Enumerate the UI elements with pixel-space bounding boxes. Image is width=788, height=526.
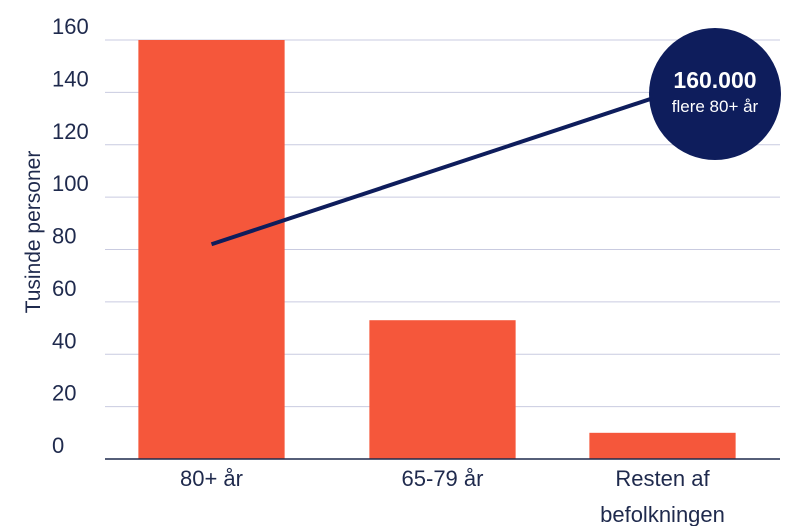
x-tick-labels: 80+ år 65-79 år Resten af befolkningen bbox=[180, 466, 725, 526]
y-tick-label: 40 bbox=[52, 328, 76, 353]
bars bbox=[138, 40, 736, 459]
y-tick-label: 0 bbox=[52, 433, 64, 458]
y-tick-label: 100 bbox=[52, 171, 89, 196]
y-axis-label: Tusinde personer bbox=[22, 151, 45, 314]
callout-value: 160.000 bbox=[673, 67, 756, 93]
y-tick-label: 140 bbox=[52, 66, 89, 91]
y-tick-label: 80 bbox=[52, 224, 76, 249]
bar bbox=[138, 40, 285, 459]
x-tick-label: befolkningen bbox=[600, 502, 725, 526]
x-tick-label: 80+ år bbox=[180, 466, 243, 491]
x-tick-label: 65-79 år bbox=[402, 466, 484, 491]
callout-pointer-line bbox=[210, 92, 667, 247]
y-tick-label: 160 bbox=[52, 14, 89, 39]
y-tick-label: 60 bbox=[52, 276, 76, 301]
bar bbox=[369, 320, 516, 459]
callout-caption: flere 80+ år bbox=[672, 97, 759, 116]
callout-annotation: 160.000 flere 80+ år bbox=[210, 28, 781, 247]
y-tick-label: 120 bbox=[52, 119, 89, 144]
callout-circle bbox=[649, 28, 781, 160]
bar bbox=[589, 432, 736, 459]
x-tick-label: Resten af bbox=[615, 466, 710, 491]
y-tick-labels: 0 20 40 60 80 100 120 140 160 bbox=[52, 14, 89, 458]
y-tick-label: 20 bbox=[52, 381, 76, 406]
